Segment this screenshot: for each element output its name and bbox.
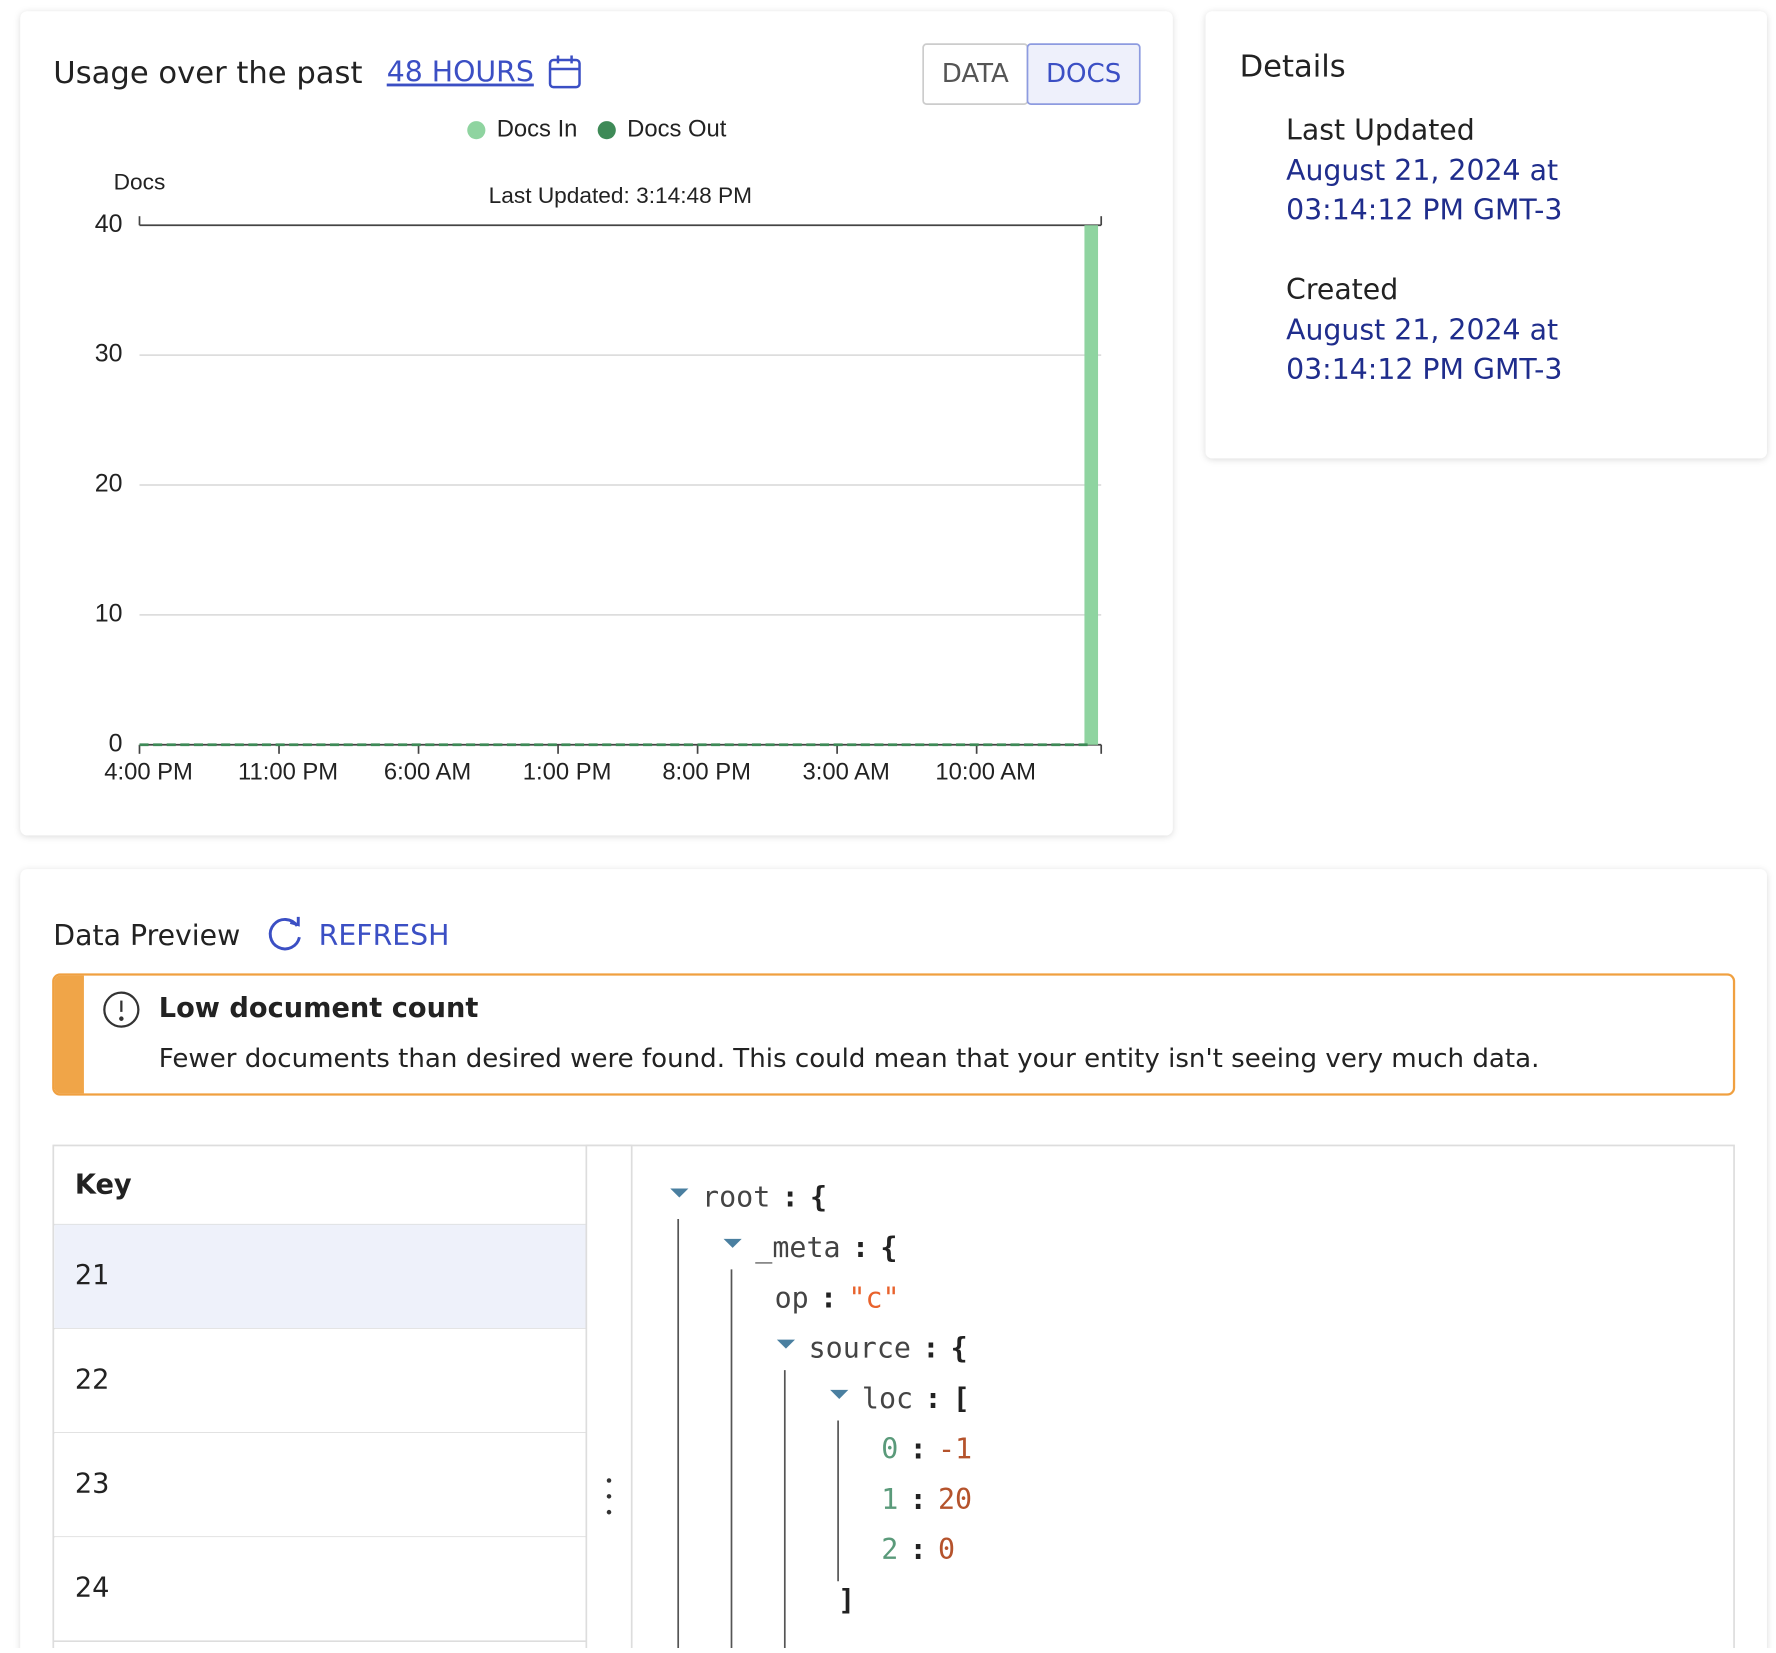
json-tree: root: {_meta: {op: "c"source: {loc: [0: -11:20…	[670, 1181, 972, 1648]
y-tick-label: 40	[95, 210, 123, 238]
json-separator: :	[910, 1433, 927, 1466]
y-axis-label: Docs	[114, 168, 166, 194]
json-key: source	[809, 1332, 911, 1365]
usage-title: Usage over the past	[53, 56, 362, 91]
usage-card	[20, 11, 1173, 836]
json-value: {	[951, 1332, 968, 1365]
detail-label: Last Updated	[1286, 113, 1475, 146]
json-key: op	[775, 1281, 809, 1314]
table-row[interactable]	[54, 1328, 587, 1433]
detail-label: Created	[1286, 273, 1398, 306]
detail-value: August 21, 2024 at 03:14:12 PM GMT-3	[1286, 153, 1563, 227]
json-value: 0	[938, 1533, 955, 1566]
range-link[interactable]: 48 HOURS	[387, 56, 534, 89]
legend-label: Docs Out	[627, 115, 727, 142]
refresh-icon[interactable]	[268, 916, 301, 951]
alert-icon	[103, 991, 140, 1028]
splitter[interactable]	[585, 1144, 633, 1653]
detail-value-box: August 21, 2024 at 03:14:12 PM GMT-3	[1286, 153, 1563, 227]
json-separator: :	[820, 1281, 837, 1314]
json-separator: :	[782, 1181, 799, 1214]
json-separator: :	[924, 1382, 941, 1415]
table-header: Key	[75, 1170, 132, 1201]
row-key[interactable]: 23	[75, 1469, 110, 1500]
alert-strip	[54, 975, 84, 1094]
x-tick-label: 3:00 AM	[803, 758, 890, 785]
json-value: -1	[938, 1433, 972, 1466]
json-close: ]	[838, 1584, 855, 1617]
alert-box	[52, 973, 1736, 1096]
y-tick-label: 0	[109, 729, 123, 757]
usage-chart: Docs In Docs Out Docs Last Updated: 3:14:48…	[95, 115, 1103, 785]
x-tick-label: 10:00 AM	[935, 758, 1036, 785]
calendar-icon[interactable]	[548, 55, 581, 89]
json-value: [	[953, 1382, 970, 1415]
row-key[interactable]: 22	[75, 1364, 110, 1395]
json-key: _meta	[755, 1231, 840, 1265]
y-tick-label: 10	[95, 599, 123, 627]
json-value: 20	[938, 1483, 972, 1516]
x-tick-label: 6:00 AM	[384, 758, 471, 785]
x-tick-label: 4:00 PM	[104, 758, 193, 785]
annotation: Last Updated: 3:14:48 PM	[489, 182, 752, 208]
json-separator: :	[910, 1483, 927, 1516]
toggle-label[interactable]: DATA	[942, 59, 1009, 89]
json-value: {	[810, 1181, 827, 1214]
legend-marker	[597, 121, 616, 140]
details-list: Last Updated August 21, 2024 at 03:14:12 …	[1286, 113, 1563, 386]
legend-label: Docs In	[497, 115, 578, 142]
toggle-button[interactable]	[1026, 43, 1141, 105]
details-title: Details	[1240, 49, 1346, 84]
detail-value-box: August 21, 2024 at 03:14:12 PM GMT-3	[1286, 313, 1563, 386]
json-key: 1	[881, 1483, 898, 1516]
json-key: root	[702, 1181, 770, 1214]
expand-toggle[interactable]	[830, 1389, 849, 1399]
x-tick-label: 11:00 PM	[238, 758, 338, 785]
table-row[interactable]	[54, 1224, 587, 1329]
key-table: Key 21 22 23 24	[53, 1170, 587, 1643]
details-card	[1205, 11, 1767, 459]
json-separator: :	[910, 1533, 927, 1566]
expand-toggle[interactable]	[670, 1188, 689, 1198]
json-value: {	[880, 1231, 897, 1264]
json-value: "c"	[848, 1281, 899, 1314]
x-tick-label: 8:00 PM	[662, 758, 751, 785]
alert-title: Low document count	[159, 993, 479, 1024]
y-tick-label: 20	[95, 470, 123, 498]
expand-toggle[interactable]	[776, 1339, 796, 1349]
y-tick-label: 30	[95, 340, 123, 368]
refresh-button[interactable]: REFRESH	[319, 919, 450, 952]
alert-message: Fewer documents than desired were found.…	[159, 1044, 1540, 1074]
bar	[1084, 225, 1099, 745]
toggle-label[interactable]: DOCS	[1046, 59, 1121, 89]
row-key[interactable]: 21	[75, 1260, 110, 1291]
toggle-group: DATA DOCS	[922, 43, 1141, 105]
splitter-handle[interactable]	[606, 1478, 612, 1515]
json-key: 0	[881, 1433, 898, 1466]
x-tick-label: 1:00 PM	[523, 758, 612, 785]
legend-marker	[467, 121, 486, 140]
table-row[interactable]	[54, 1432, 587, 1538]
preview-title: Data Preview	[53, 919, 240, 952]
row-key[interactable]: 24	[75, 1573, 110, 1604]
json-separator: :	[852, 1231, 869, 1264]
detail-value: August 21, 2024 at 03:14:12 PM GMT-3	[1286, 313, 1563, 386]
json-key: 2	[881, 1533, 898, 1566]
json-separator: :	[922, 1332, 939, 1365]
json-key: loc	[862, 1382, 913, 1415]
table-row[interactable]	[54, 1537, 587, 1642]
expand-toggle[interactable]	[723, 1238, 742, 1248]
